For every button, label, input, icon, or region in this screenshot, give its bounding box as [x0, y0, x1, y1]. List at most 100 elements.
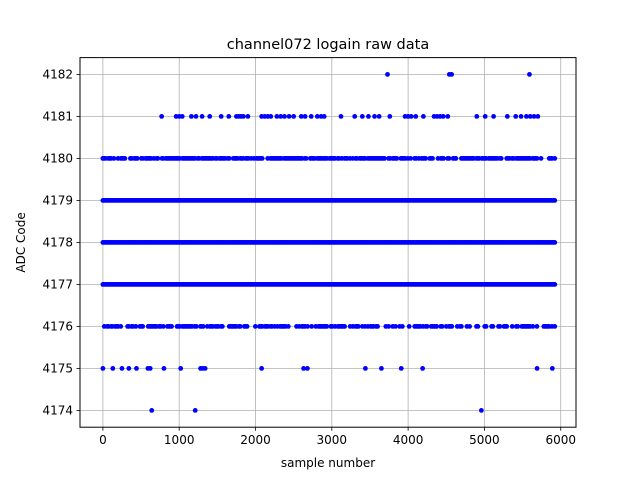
x-tick-label: 3000 — [317, 433, 348, 447]
data-point — [282, 114, 287, 119]
data-point — [147, 366, 153, 371]
data-point — [441, 156, 446, 161]
data-point — [237, 324, 243, 329]
data-point — [200, 324, 206, 329]
data-point — [467, 324, 473, 329]
data-point — [387, 114, 393, 119]
data-point — [440, 114, 446, 119]
data-point — [259, 156, 265, 161]
data-points — [100, 72, 558, 413]
x-tick-label: 2000 — [240, 433, 271, 447]
data-point — [518, 114, 524, 119]
data-point — [286, 114, 292, 119]
data-point — [413, 114, 419, 119]
data-point — [159, 114, 165, 119]
data-point — [385, 72, 390, 77]
data-point — [424, 324, 430, 329]
data-point — [549, 366, 555, 371]
data-point — [515, 324, 521, 329]
data-point — [504, 324, 510, 329]
data-point — [268, 114, 274, 119]
data-point — [226, 156, 232, 161]
data-point — [408, 114, 414, 119]
data-point — [324, 324, 330, 329]
data-point — [240, 114, 246, 119]
data-point — [498, 156, 504, 161]
data-point — [245, 114, 251, 119]
data-point — [278, 114, 284, 119]
data-point — [430, 156, 435, 161]
data-point — [552, 198, 558, 203]
data-point — [314, 114, 320, 119]
data-point — [406, 324, 412, 329]
data-point — [160, 324, 166, 329]
data-point — [302, 114, 308, 119]
data-point — [218, 114, 224, 119]
data-point — [482, 114, 488, 119]
data-point — [140, 324, 146, 329]
y-tick-label: 4174 — [42, 404, 73, 418]
data-point — [118, 324, 124, 329]
data-point — [399, 324, 405, 329]
data-point — [445, 114, 451, 119]
data-point — [382, 156, 387, 161]
y-tick-label: 4175 — [42, 362, 73, 376]
data-point — [111, 156, 117, 161]
data-point — [423, 156, 429, 161]
y-tick-label: 4181 — [42, 110, 73, 124]
data-point — [458, 324, 464, 329]
data-point — [534, 324, 540, 329]
data-point — [449, 324, 455, 329]
data-point — [552, 240, 558, 245]
y-tick-label: 4178 — [42, 236, 73, 250]
data-point — [527, 72, 532, 77]
x-axis-ticks: 0 1000 2000 3000 4000 5000 6000 — [99, 427, 576, 447]
data-point — [178, 366, 184, 371]
data-point — [252, 324, 258, 329]
data-point — [259, 366, 265, 371]
data-point — [434, 324, 440, 329]
data-point — [475, 324, 481, 329]
data-point — [362, 366, 368, 371]
data-point — [420, 114, 426, 119]
data-point — [274, 114, 280, 119]
data-point — [483, 324, 489, 329]
data-point — [244, 324, 250, 329]
data-point — [474, 114, 480, 119]
data-point — [308, 114, 314, 119]
data-point — [110, 366, 116, 371]
data-point — [219, 324, 225, 329]
data-point — [119, 366, 125, 371]
data-point — [291, 114, 297, 119]
y-tick-label: 4177 — [42, 278, 73, 292]
data-point — [538, 156, 544, 161]
data-point — [393, 324, 398, 329]
data-point — [202, 366, 208, 371]
data-point — [193, 114, 199, 119]
data-point — [193, 324, 199, 329]
data-point — [534, 366, 540, 371]
data-point — [376, 114, 382, 119]
y-axis-label: ADC Code — [14, 212, 28, 272]
chart-title: channel072 logain raw data — [227, 37, 429, 53]
data-point — [524, 114, 529, 119]
data-point — [394, 156, 400, 161]
data-point — [408, 156, 413, 161]
data-point — [420, 366, 426, 371]
data-point — [531, 114, 537, 119]
data-point — [527, 114, 533, 119]
data-point — [309, 324, 315, 329]
data-point — [478, 408, 484, 413]
data-point — [379, 366, 384, 371]
data-point — [513, 114, 519, 119]
data-point — [199, 114, 205, 119]
data-point — [179, 114, 185, 119]
data-point — [207, 114, 213, 119]
data-point — [161, 366, 167, 371]
data-point — [303, 156, 309, 161]
data-point — [534, 156, 540, 161]
data-point — [375, 324, 380, 329]
data-point — [155, 156, 161, 161]
